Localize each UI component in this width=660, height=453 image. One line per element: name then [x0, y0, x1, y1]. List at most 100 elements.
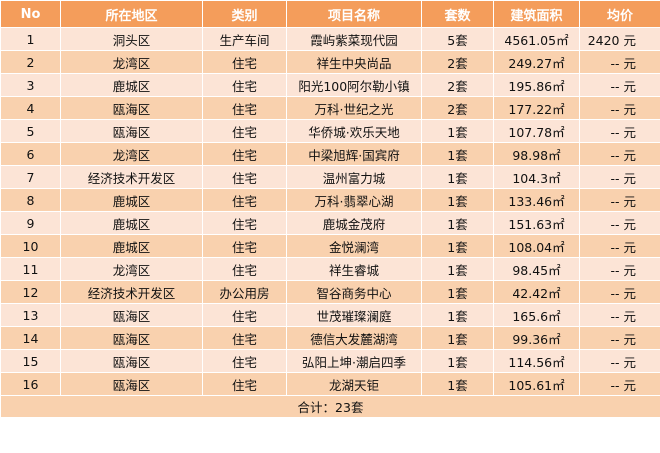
- cell-price: -- 元: [579, 257, 660, 281]
- table-row: 4 瓯海区 住宅 万科·世纪之光 2套 177.22㎡ -- 元: [0, 96, 660, 120]
- cell-no: 9: [0, 211, 61, 235]
- cell-type: 住宅: [202, 211, 287, 235]
- cell-type: 住宅: [202, 349, 287, 373]
- total-cell: 合计：23套: [0, 395, 660, 418]
- cell-price: -- 元: [579, 73, 660, 97]
- total-row: 合计：23套: [0, 395, 660, 418]
- cell-type: 住宅: [202, 188, 287, 212]
- cell-district: 龙湾区: [60, 50, 203, 74]
- cell-sets: 1套: [421, 372, 494, 396]
- header-type: 类别: [202, 0, 287, 28]
- cell-price: -- 元: [579, 165, 660, 189]
- table-row: 10 鹿城区 住宅 金悦澜湾 1套 108.04㎡ -- 元: [0, 234, 660, 258]
- cell-price: 2420 元: [579, 27, 660, 51]
- cell-price: -- 元: [579, 188, 660, 212]
- cell-price: -- 元: [579, 280, 660, 304]
- table-row: 7 经济技术开发区 住宅 温州富力城 1套 104.3㎡ -- 元: [0, 165, 660, 189]
- cell-district: 鹿城区: [60, 73, 203, 97]
- table-row: 11 龙湾区 住宅 祥生睿城 1套 98.45㎡ -- 元: [0, 257, 660, 281]
- cell-area: 107.78㎡: [493, 119, 580, 143]
- cell-project: 中梁旭辉·国宾府: [286, 142, 422, 166]
- table-row: 1 洞头区 生产车间 霞屿紫菜现代园 5套 4561.05㎡ 2420 元: [0, 27, 660, 51]
- cell-price: -- 元: [579, 349, 660, 373]
- cell-sets: 1套: [421, 165, 494, 189]
- cell-area: 42.42㎡: [493, 280, 580, 304]
- cell-project: 金悦澜湾: [286, 234, 422, 258]
- cell-type: 住宅: [202, 303, 287, 327]
- table-row: 13 瓯海区 住宅 世茂璀璨澜庭 1套 165.6㎡ -- 元: [0, 303, 660, 327]
- cell-project: 龙湖天钜: [286, 372, 422, 396]
- cell-project: 万科·翡翠心湖: [286, 188, 422, 212]
- cell-no: 12: [0, 280, 61, 304]
- cell-project: 德信大发麓湖湾: [286, 326, 422, 350]
- header-project: 项目名称: [286, 0, 422, 28]
- table-row: 14 瓯海区 住宅 德信大发麓湖湾 1套 99.36㎡ -- 元: [0, 326, 660, 350]
- header-row: No 所在地区 类别 项目名称 套数 建筑面积 均价: [0, 0, 660, 28]
- cell-no: 13: [0, 303, 61, 327]
- cell-type: 住宅: [202, 96, 287, 120]
- cell-sets: 1套: [421, 349, 494, 373]
- header-sets: 套数: [421, 0, 494, 28]
- cell-project: 弘阳上坤·潮启四季: [286, 349, 422, 373]
- cell-project: 鹿城金茂府: [286, 211, 422, 235]
- table-row: 16 瓯海区 住宅 龙湖天钜 1套 105.61㎡ -- 元: [0, 372, 660, 396]
- cell-district: 瓯海区: [60, 349, 203, 373]
- cell-no: 10: [0, 234, 61, 258]
- cell-district: 鹿城区: [60, 211, 203, 235]
- cell-sets: 2套: [421, 73, 494, 97]
- cell-sets: 1套: [421, 211, 494, 235]
- cell-project: 万科·世纪之光: [286, 96, 422, 120]
- cell-sets: 1套: [421, 142, 494, 166]
- cell-no: 14: [0, 326, 61, 350]
- cell-area: 133.46㎡: [493, 188, 580, 212]
- cell-type: 住宅: [202, 257, 287, 281]
- header-area: 建筑面积: [493, 0, 580, 28]
- header-no: No: [0, 0, 61, 28]
- table-header: No 所在地区 类别 项目名称 套数 建筑面积 均价: [0, 0, 660, 28]
- cell-type: 生产车间: [202, 27, 287, 51]
- cell-area: 99.36㎡: [493, 326, 580, 350]
- cell-district: 经济技术开发区: [60, 165, 203, 189]
- table-row: 15 瓯海区 住宅 弘阳上坤·潮启四季 1套 114.56㎡ -- 元: [0, 349, 660, 373]
- cell-area: 195.86㎡: [493, 73, 580, 97]
- header-district: 所在地区: [60, 0, 203, 28]
- table-row: 8 鹿城区 住宅 万科·翡翠心湖 1套 133.46㎡ -- 元: [0, 188, 660, 212]
- cell-sets: 1套: [421, 119, 494, 143]
- cell-no: 8: [0, 188, 61, 212]
- cell-sets: 2套: [421, 50, 494, 74]
- table-row: 5 瓯海区 住宅 华侨城·欢乐天地 1套 107.78㎡ -- 元: [0, 119, 660, 143]
- cell-district: 洞头区: [60, 27, 203, 51]
- cell-price: -- 元: [579, 119, 660, 143]
- table-row: 12 经济技术开发区 办公用房 智谷商务中心 1套 42.42㎡ -- 元: [0, 280, 660, 304]
- cell-price: -- 元: [579, 142, 660, 166]
- cell-district: 瓯海区: [60, 372, 203, 396]
- cell-type: 住宅: [202, 119, 287, 143]
- cell-area: 151.63㎡: [493, 211, 580, 235]
- cell-sets: 1套: [421, 257, 494, 281]
- cell-area: 177.22㎡: [493, 96, 580, 120]
- cell-no: 3: [0, 73, 61, 97]
- cell-price: -- 元: [579, 96, 660, 120]
- cell-district: 鹿城区: [60, 234, 203, 258]
- cell-area: 98.98㎡: [493, 142, 580, 166]
- cell-sets: 1套: [421, 234, 494, 258]
- cell-type: 办公用房: [202, 280, 287, 304]
- cell-district: 龙湾区: [60, 257, 203, 281]
- cell-district: 龙湾区: [60, 142, 203, 166]
- cell-area: 104.3㎡: [493, 165, 580, 189]
- cell-no: 7: [0, 165, 61, 189]
- cell-area: 105.61㎡: [493, 372, 580, 396]
- cell-project: 温州富力城: [286, 165, 422, 189]
- cell-district: 瓯海区: [60, 96, 203, 120]
- cell-price: -- 元: [579, 211, 660, 235]
- cell-project: 阳光100阿尔勒小镇: [286, 73, 422, 97]
- cell-project: 霞屿紫菜现代园: [286, 27, 422, 51]
- table-body: 1 洞头区 生产车间 霞屿紫菜现代园 5套 4561.05㎡ 2420 元 2 龙湾区 住宅 祥生中…: [0, 27, 660, 418]
- cell-area: 98.45㎡: [493, 257, 580, 281]
- cell-sets: 1套: [421, 280, 494, 304]
- cell-type: 住宅: [202, 234, 287, 258]
- table-row: 6 龙湾区 住宅 中梁旭辉·国宾府 1套 98.98㎡ -- 元: [0, 142, 660, 166]
- cell-price: -- 元: [579, 234, 660, 258]
- cell-district: 瓯海区: [60, 303, 203, 327]
